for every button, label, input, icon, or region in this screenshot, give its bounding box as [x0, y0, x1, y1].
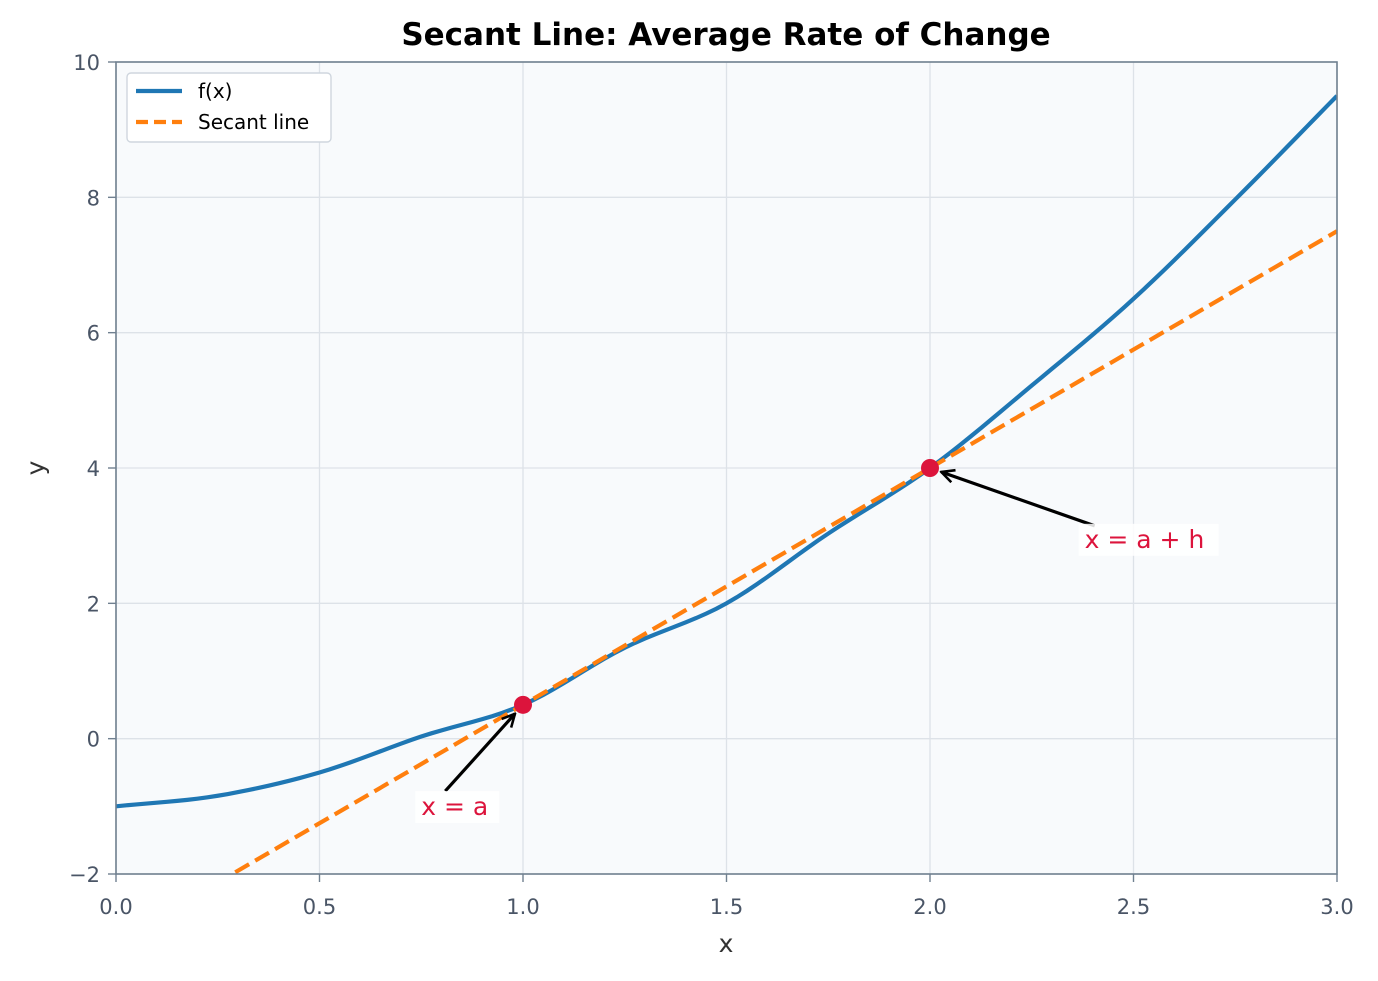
annotation-arrow-1 — [941, 472, 1096, 528]
y-tick-label-3: 4 — [87, 457, 100, 481]
legend: f(x) Secant line — [126, 72, 332, 143]
y-tick-label-6: 10 — [73, 51, 100, 75]
y-axis-label: y — [21, 460, 50, 475]
x-tick-label-3: 1.5 — [710, 895, 743, 919]
x-tick-label-5: 2.5 — [1117, 895, 1150, 919]
annotation-arrow-0 — [444, 714, 515, 793]
annotation-background-1 — [1078, 523, 1219, 556]
legend-label-0: f(x) — [198, 79, 232, 103]
x-tick-label-1: 0.5 — [303, 895, 336, 919]
series-group — [116, 94, 1337, 874]
series-line-0 — [116, 94, 1337, 809]
y-tick-label-4: 6 — [87, 322, 100, 346]
plot-area: 0.0 0.5 1.0 1.5 2.0 2.5 3.0 −2 0 2 4 6 8 10 x = a x = a… — [69, 51, 1354, 919]
y-tick-label-0: −2 — [69, 863, 100, 887]
x-axis-label: x — [719, 929, 734, 958]
annotation-text-0: x = a — [421, 792, 488, 821]
highlight-point-1 — [921, 459, 939, 477]
y-tick-label-5: 8 — [87, 186, 100, 210]
series-line-1 — [228, 229, 1337, 874]
x-tick-label-6: 3.0 — [1320, 895, 1353, 919]
x-tick-label-0: 0.0 — [99, 895, 132, 919]
annotation-text-1: x = a + h — [1085, 525, 1205, 554]
legend-label-1: Secant line — [198, 110, 309, 134]
annotation-background-0 — [415, 791, 500, 824]
x-tick-label-4: 2.0 — [913, 895, 946, 919]
y-tick-label-2: 2 — [87, 592, 100, 616]
chart-title: Secant Line: Average Rate of Change — [401, 17, 1050, 53]
y-tick-label-1: 0 — [87, 728, 100, 752]
highlight-point-0 — [514, 695, 532, 714]
x-tick-label-2: 1.0 — [506, 895, 539, 919]
